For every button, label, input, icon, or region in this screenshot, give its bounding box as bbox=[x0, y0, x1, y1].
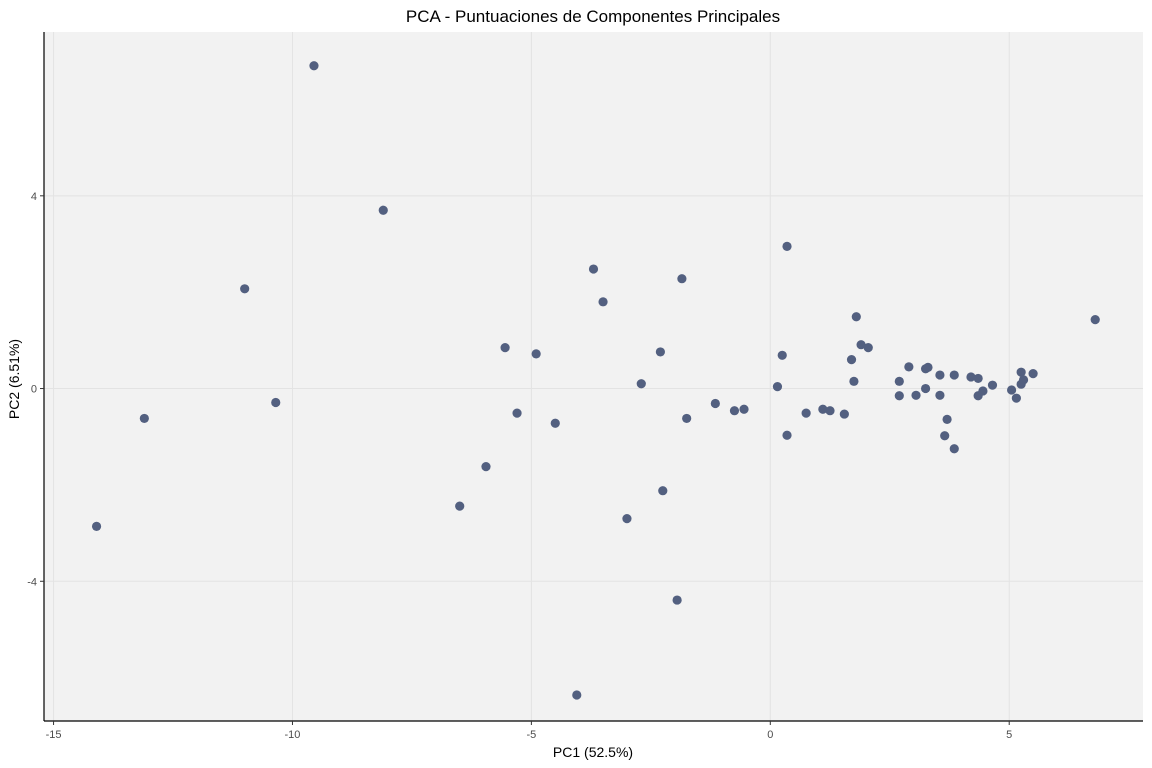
data-point-28 bbox=[782, 430, 792, 440]
axes bbox=[43, 32, 1143, 722]
y-axis-title: PC2 (6.51%) bbox=[6, 339, 22, 419]
data-point-32 bbox=[839, 409, 849, 419]
data-point-18 bbox=[658, 486, 668, 496]
data-point-39 bbox=[894, 391, 904, 401]
data-point-14 bbox=[598, 297, 608, 307]
data-point-7 bbox=[481, 462, 491, 472]
y-tick-label-2: 4 bbox=[31, 191, 37, 203]
data-point-61 bbox=[1028, 369, 1038, 379]
data-point-19 bbox=[672, 595, 682, 605]
data-point-13 bbox=[588, 264, 599, 274]
data-point-43 bbox=[923, 362, 933, 372]
data-point-31 bbox=[825, 406, 835, 416]
data-point-52 bbox=[973, 373, 983, 384]
data-point-35 bbox=[851, 312, 861, 322]
x-tick-label-4: 5 bbox=[1006, 729, 1012, 741]
data-point-4 bbox=[91, 521, 102, 531]
data-point-27 bbox=[782, 241, 792, 252]
data-point-25 bbox=[772, 382, 783, 392]
data-point-8 bbox=[500, 342, 510, 353]
data-point-56 bbox=[1006, 385, 1017, 395]
y-tick-label-0: -4 bbox=[27, 576, 37, 588]
data-point-10 bbox=[531, 349, 541, 359]
data-point-15 bbox=[622, 514, 632, 524]
data-point-38 bbox=[894, 376, 904, 386]
data-point-37 bbox=[863, 342, 873, 353]
data-point-26 bbox=[777, 350, 787, 360]
data-point-1 bbox=[378, 205, 388, 215]
data-point-51 bbox=[966, 372, 976, 382]
data-point-9 bbox=[512, 408, 522, 418]
plot-panel bbox=[44, 32, 1143, 721]
data-point-34 bbox=[849, 376, 859, 386]
data-point-3 bbox=[139, 413, 149, 424]
data-point-5 bbox=[271, 397, 281, 408]
data-point-6 bbox=[455, 501, 465, 511]
data-point-59 bbox=[1018, 375, 1029, 385]
data-point-24 bbox=[739, 404, 749, 414]
x-tick-label-3: 0 bbox=[767, 729, 773, 741]
data-point-12 bbox=[572, 690, 582, 700]
data-point-47 bbox=[940, 431, 950, 441]
x-tick-label-1: -10 bbox=[285, 729, 301, 741]
data-point-23 bbox=[729, 406, 740, 416]
data-point-20 bbox=[677, 274, 687, 284]
data-point-29 bbox=[801, 408, 811, 418]
data-point-48 bbox=[942, 414, 952, 424]
data-points bbox=[91, 61, 1100, 700]
data-point-55 bbox=[987, 380, 998, 390]
data-point-33 bbox=[846, 355, 857, 365]
data-point-22 bbox=[710, 398, 720, 409]
x-axis-title: PC1 (52.5%) bbox=[553, 744, 633, 760]
data-point-2 bbox=[240, 284, 250, 294]
data-point-17 bbox=[655, 347, 665, 357]
data-point-40 bbox=[904, 362, 914, 372]
data-point-50 bbox=[949, 370, 959, 380]
data-point-36 bbox=[856, 340, 866, 350]
data-point-16 bbox=[636, 379, 646, 389]
data-point-49 bbox=[949, 444, 959, 454]
x-tick-label-2: -5 bbox=[526, 729, 536, 741]
data-point-30 bbox=[818, 404, 828, 414]
data-point-45 bbox=[935, 370, 945, 380]
data-point-21 bbox=[682, 413, 692, 424]
data-point-46 bbox=[935, 390, 945, 400]
x-tick-label-0: -15 bbox=[46, 729, 62, 741]
data-point-41 bbox=[911, 390, 921, 400]
data-point-11 bbox=[550, 418, 560, 428]
grid-lines bbox=[44, 32, 1143, 721]
data-point-60 bbox=[1016, 367, 1026, 377]
data-point-62 bbox=[1090, 315, 1100, 325]
tick-marks: -15 -10 -5 0 5 -4 0 4 bbox=[27, 191, 1012, 741]
data-point-44 bbox=[920, 383, 931, 394]
data-point-0 bbox=[309, 61, 319, 71]
data-point-54 bbox=[978, 386, 988, 396]
y-tick-label-1: 0 bbox=[31, 384, 37, 396]
chart-title: PCA - Puntuaciones de Componentes Princi… bbox=[406, 7, 780, 26]
data-point-57 bbox=[1011, 393, 1021, 403]
